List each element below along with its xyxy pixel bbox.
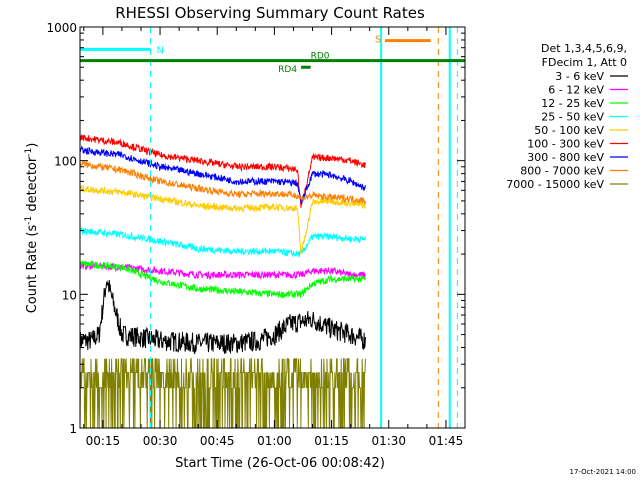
legend-label-7: 800 - 7000 keV (520, 165, 604, 178)
legend-header-line1: Det 1,3,4,5,6,9, (541, 42, 627, 55)
x-tick-label-2: 00:45 (200, 434, 235, 448)
y-tick-label-3: 1000 (46, 21, 77, 35)
saa-label: S (375, 35, 381, 46)
footer-timestamp: 17-Oct-2021 14:00 (570, 468, 636, 476)
legend-header-line2: FDecim 1, Att 0 (542, 56, 627, 69)
y-axis-label-sup1: -1 (24, 216, 34, 225)
x-tick-label-6: 01:45 (429, 434, 464, 448)
series-line-2 (79, 259, 366, 299)
series-line-8 (79, 358, 366, 429)
x-axis-label: Start Time (26-Oct-06 00:08:42) (175, 456, 385, 471)
series-line-1 (79, 261, 366, 281)
legend-label-5: 100 - 300 keV (527, 138, 604, 151)
y-tick-label-1: 10 (62, 288, 77, 302)
annotation-layer: N S RD0 RD4 (80, 27, 465, 428)
legend-label-6: 300 - 800 keV (527, 151, 604, 164)
series-layer (79, 134, 366, 429)
legend-label-4: 50 - 100 keV (534, 124, 604, 137)
x-tick-label-0: 00:15 (86, 434, 121, 448)
rd0-label: RD0 (311, 52, 330, 62)
legend-label-3: 25 - 50 keV (541, 111, 604, 124)
tick-layer: 00:15 00:30 00:45 01:00 01:15 01:30 01:45 1 10 10… (46, 21, 466, 448)
chart-title: RHESSI Observing Summary Count Rates (115, 4, 425, 22)
y-tick-label-0: 1 (69, 422, 77, 436)
y-axis-label-mid: detector (25, 156, 40, 216)
legend: Det 1,3,4,5,6,9, FDecim 1, Att 0 3 - 6 k… (506, 42, 628, 191)
y-axis-label: Count Rate (s-1 detector-1) (24, 143, 40, 314)
legend-label-8: 7000 - 15000 keV (506, 178, 604, 191)
series-line-3 (79, 226, 366, 258)
x-tick-label-1: 00:30 (143, 434, 178, 448)
x-tick-label-5: 01:30 (371, 434, 406, 448)
series-line-0 (79, 279, 366, 354)
legend-label-2: 12 - 25 keV (541, 97, 604, 110)
series-line-5 (79, 134, 366, 208)
x-tick-label-3: 01:00 (257, 434, 292, 448)
plot-frame (79, 26, 466, 429)
legend-label-1: 6 - 12 keV (548, 84, 604, 97)
y-axis-label-end: ) (25, 143, 40, 148)
y-axis-label-sup2: -1 (24, 148, 34, 157)
x-tick-label-4: 01:15 (314, 434, 349, 448)
series-line-7 (79, 160, 366, 206)
series-line-6 (79, 144, 366, 205)
legend-label-0: 3 - 6 keV (555, 70, 604, 83)
rd4-label: RD4 (278, 65, 297, 75)
y-tick-label-2: 100 (54, 155, 77, 169)
night-label: N (157, 45, 164, 56)
y-axis-label-main: Count Rate (s (25, 225, 40, 314)
series-line-4 (79, 185, 366, 256)
